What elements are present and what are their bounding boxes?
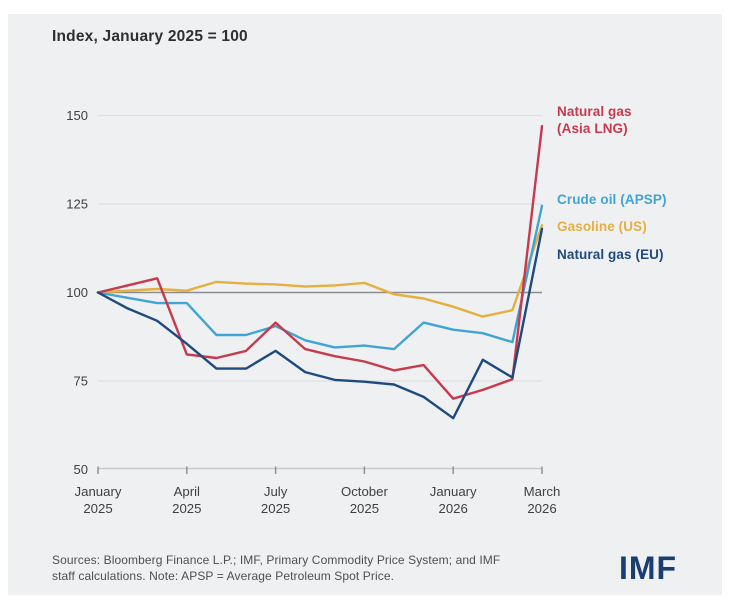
legend-line: Natural gas (EU) — [557, 247, 664, 262]
x-tick-label: 2025 — [172, 501, 201, 516]
y-tick-label-125: 125 — [66, 197, 88, 212]
series-line-natural-gas-asia-lng — [96, 124, 544, 400]
chart-title: Index, January 2025 = 100 — [52, 28, 248, 45]
x-tick-label: January — [75, 484, 122, 499]
x-tick-label: 2025 — [83, 501, 112, 516]
legend-crude-oil-apsp: Crude oil (APSP) — [557, 191, 667, 208]
y-tick-label-75: 75 — [74, 374, 88, 389]
x-tick-label: March — [524, 484, 561, 499]
series-line-gasoline-us — [96, 223, 544, 318]
chart-panel — [8, 14, 722, 595]
x-tick-label: 2026 — [439, 501, 468, 516]
y-tick-label-150: 150 — [66, 108, 88, 123]
legend-natural-gas-asia-lng: Natural gas (Asia LNG) — [557, 103, 632, 137]
y-tick-label-50: 50 — [74, 462, 88, 477]
source-line-2: staff calculations. Note: APSP = Average… — [52, 568, 395, 583]
x-tick-label: October — [341, 484, 389, 499]
x-tick-label: January — [430, 484, 477, 499]
legend-line: Crude oil (APSP) — [557, 192, 667, 207]
legend-gasoline-us: Gasoline (US) — [557, 218, 647, 235]
x-tick-label: 2025 — [350, 501, 379, 516]
series-line-crude-oil-apsp — [96, 204, 544, 351]
source-note: Sources: Bloomberg Finance L.P.; IMF, Pr… — [52, 553, 552, 584]
x-tick-label: 2025 — [261, 501, 290, 516]
x-tick-label: July — [264, 484, 288, 499]
legend-line: Natural gas — [557, 104, 632, 119]
series-line-natural-gas-eu — [96, 227, 544, 420]
x-tick-label: April — [174, 484, 200, 499]
source-line-1: Sources: Bloomberg Finance L.P.; IMF, Pr… — [52, 553, 501, 567]
legend-line: (Asia LNG) — [557, 121, 628, 136]
imf-logo: IMF — [619, 550, 678, 586]
legend-line: Gasoline (US) — [557, 219, 647, 234]
legend-natural-gas-eu: Natural gas (EU) — [557, 246, 664, 263]
x-tick-label: 2026 — [527, 501, 556, 516]
y-tick-label-100: 100 — [66, 285, 88, 300]
